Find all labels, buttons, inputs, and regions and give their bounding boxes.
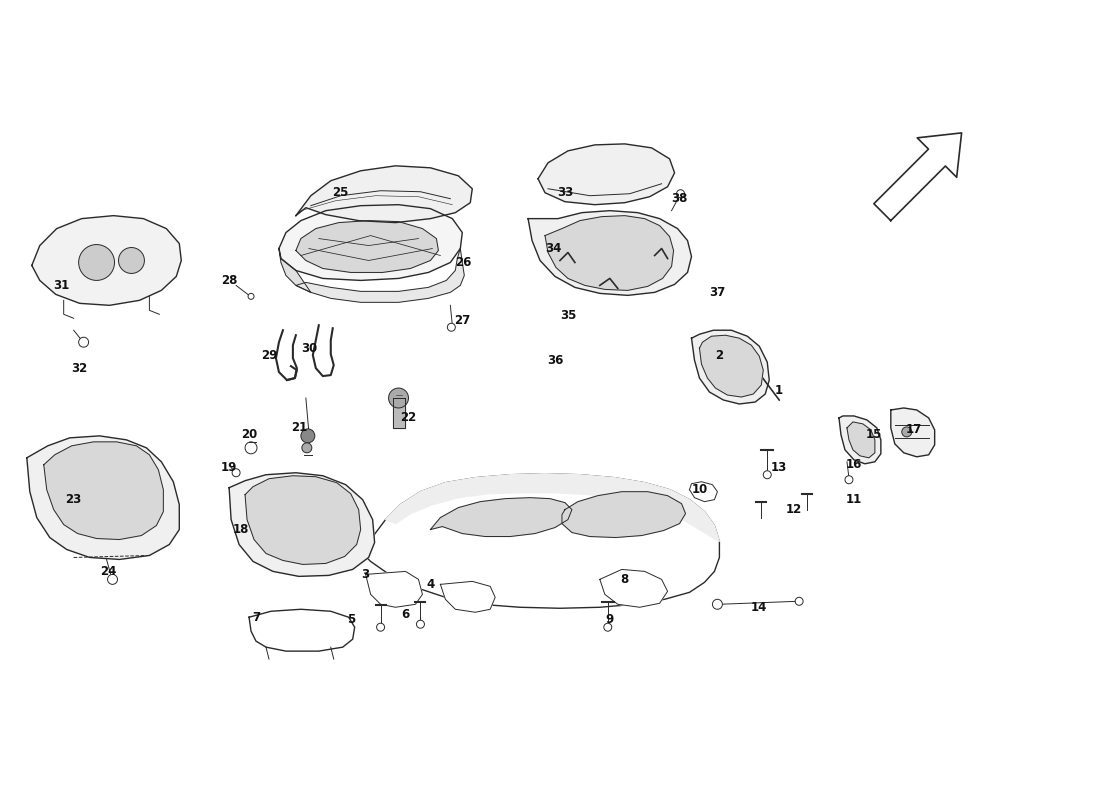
Polygon shape: [296, 249, 464, 302]
Circle shape: [78, 338, 89, 347]
Text: 32: 32: [72, 362, 88, 374]
Text: 28: 28: [221, 274, 238, 287]
Circle shape: [376, 623, 385, 631]
Circle shape: [108, 574, 118, 584]
Text: 35: 35: [560, 309, 576, 322]
Text: 13: 13: [771, 462, 788, 474]
Polygon shape: [600, 570, 668, 607]
Polygon shape: [365, 571, 422, 607]
Polygon shape: [891, 408, 935, 457]
Polygon shape: [528, 210, 692, 295]
Text: 31: 31: [54, 279, 69, 292]
Text: 15: 15: [866, 428, 882, 442]
Circle shape: [763, 470, 771, 478]
Text: 4: 4: [427, 578, 434, 591]
Polygon shape: [229, 473, 375, 576]
Polygon shape: [847, 422, 874, 458]
Polygon shape: [544, 216, 673, 290]
Polygon shape: [538, 144, 674, 205]
Circle shape: [388, 388, 408, 408]
Circle shape: [249, 294, 254, 299]
Text: 19: 19: [221, 462, 238, 474]
Circle shape: [417, 620, 425, 628]
Text: 2: 2: [715, 349, 724, 362]
Text: 18: 18: [233, 523, 250, 536]
Text: 12: 12: [786, 503, 802, 516]
Circle shape: [245, 442, 257, 454]
Polygon shape: [393, 398, 405, 428]
Text: 33: 33: [557, 186, 573, 199]
Polygon shape: [249, 610, 354, 651]
Circle shape: [902, 427, 912, 437]
Text: 34: 34: [544, 242, 561, 255]
Circle shape: [604, 623, 612, 631]
Text: 3: 3: [362, 568, 370, 581]
Polygon shape: [873, 133, 961, 221]
Text: 1: 1: [776, 383, 783, 397]
Polygon shape: [279, 205, 462, 281]
Polygon shape: [355, 474, 719, 608]
Text: 16: 16: [846, 458, 862, 471]
Circle shape: [448, 323, 455, 331]
Polygon shape: [296, 221, 439, 273]
Polygon shape: [690, 482, 717, 502]
Polygon shape: [839, 416, 881, 464]
Polygon shape: [26, 436, 179, 559]
Polygon shape: [692, 330, 769, 404]
Text: 21: 21: [290, 422, 307, 434]
Polygon shape: [440, 582, 495, 612]
Circle shape: [301, 443, 311, 453]
Polygon shape: [44, 442, 163, 539]
Polygon shape: [279, 249, 311, 292]
Text: 27: 27: [454, 314, 471, 326]
Circle shape: [232, 469, 240, 477]
Polygon shape: [700, 335, 763, 397]
Text: 11: 11: [846, 493, 862, 506]
Text: 17: 17: [905, 423, 922, 436]
Text: 38: 38: [671, 192, 688, 206]
Polygon shape: [245, 476, 361, 565]
Polygon shape: [562, 492, 685, 538]
Text: 26: 26: [455, 256, 472, 269]
Text: 30: 30: [300, 342, 317, 354]
Circle shape: [676, 190, 684, 198]
Text: 24: 24: [100, 565, 117, 578]
Text: 6: 6: [402, 608, 409, 621]
Text: 36: 36: [547, 354, 563, 366]
Circle shape: [713, 599, 723, 610]
Text: 23: 23: [66, 493, 81, 506]
Circle shape: [119, 247, 144, 274]
Polygon shape: [32, 216, 182, 306]
Text: 37: 37: [710, 286, 726, 299]
Circle shape: [78, 245, 114, 281]
Text: 20: 20: [241, 428, 257, 442]
Polygon shape: [430, 498, 572, 537]
Circle shape: [795, 598, 803, 606]
Text: 9: 9: [606, 613, 614, 626]
Text: 14: 14: [751, 601, 768, 614]
Polygon shape: [296, 166, 472, 222]
Circle shape: [845, 476, 853, 484]
Text: 10: 10: [692, 483, 707, 496]
Text: 22: 22: [400, 411, 417, 425]
Text: 5: 5: [346, 613, 355, 626]
Circle shape: [301, 429, 315, 443]
Text: 29: 29: [261, 349, 277, 362]
Text: 8: 8: [620, 573, 629, 586]
Text: 7: 7: [252, 610, 260, 624]
Polygon shape: [386, 474, 719, 542]
Text: 25: 25: [332, 186, 349, 199]
